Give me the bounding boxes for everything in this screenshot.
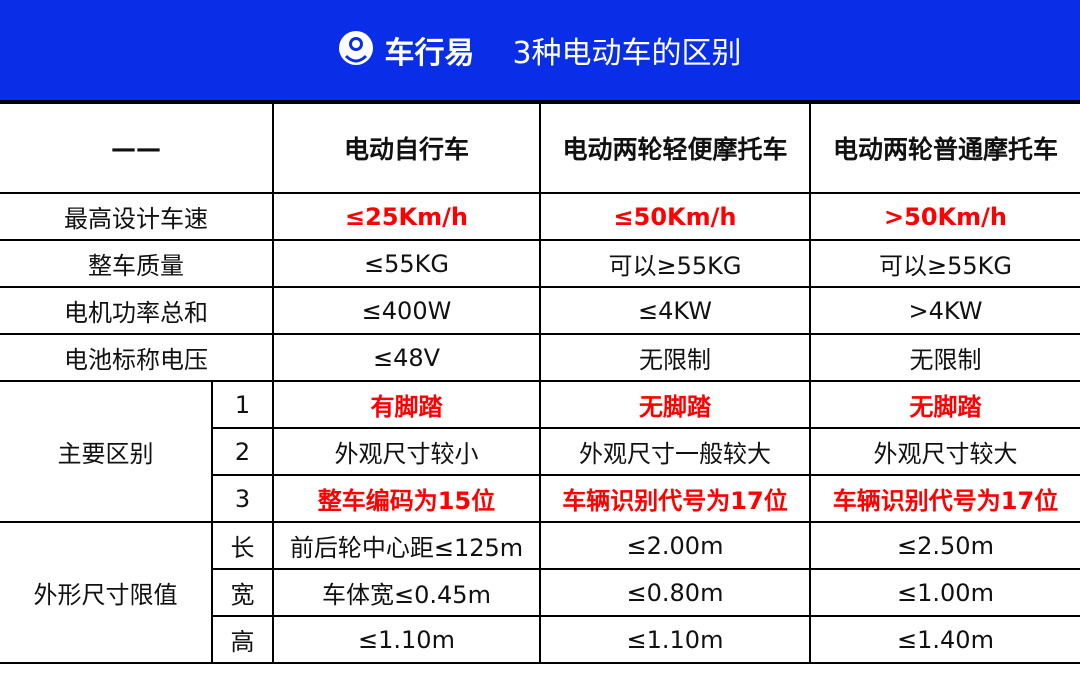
row-label: 电机功率总和	[0, 286, 274, 335]
table-row: 整车质量 ≤55KG 可以≥55KG 可以≥55KG	[0, 239, 1080, 288]
cell: ≤50Km/h	[539, 192, 811, 241]
cell: ≤1.10m	[539, 615, 811, 664]
header-cell: 电动两轮普通摩托车	[809, 102, 1080, 194]
cell: ≤2.50m	[809, 521, 1080, 570]
table-row: 最高设计车速 ≤25Km/h ≤50Km/h >50Km/h	[0, 192, 1080, 241]
sub-label: 长	[211, 521, 274, 570]
table-row: 宽 车体宽≤0.45m ≤0.80m ≤1.00m	[0, 568, 1080, 617]
comparison-table: —— 电动自行车 电动两轮轻便摩托车 电动两轮普通摩托车 最高设计车速 ≤25K…	[0, 102, 1080, 664]
cell: 有脚踏	[272, 380, 541, 429]
cell: 车辆识别代号为17位	[539, 474, 811, 523]
cell: ≤1.00m	[809, 568, 1080, 617]
chexingyi-logo-icon	[339, 31, 374, 65]
row-label: 最高设计车速	[0, 192, 274, 241]
cell: ≤55KG	[272, 239, 541, 288]
group-label: 主要区别	[0, 380, 213, 523]
sub-label: 3	[212, 474, 274, 523]
table-row: 外形尺寸限值 长 前后轮中心距≤125m ≤2.00m ≤2.50m	[0, 521, 1080, 664]
banner: 车行易 3种电动车的区别	[0, 0, 1080, 102]
cell: 外观尺寸一般较大	[539, 427, 811, 476]
header-cell: ——	[0, 102, 274, 194]
cell: 外观尺寸较大	[809, 427, 1080, 476]
row-label: 电池标称电压	[0, 333, 274, 382]
header-cell: 电动两轮轻便摩托车	[539, 102, 811, 194]
table-header-row: —— 电动自行车 电动两轮轻便摩托车 电动两轮普通摩托车	[0, 102, 1080, 194]
cell: ≤0.80m	[539, 568, 811, 617]
cell: 车体宽≤0.45m	[272, 568, 541, 617]
cell: >4KW	[809, 286, 1080, 335]
table-row: 电池标称电压 ≤48V 无限制 无限制	[0, 333, 1080, 382]
brand-name: 车行易	[384, 36, 475, 71]
table-row: 电机功率总和 ≤400W ≤4KW >4KW	[0, 286, 1080, 335]
cell: ≤25Km/h	[272, 192, 541, 241]
cell: 可以≥55KG	[809, 239, 1080, 288]
cell: 无脚踏	[809, 380, 1080, 429]
cell: 车辆识别代号为17位	[809, 474, 1080, 523]
table-row: 2 外观尺寸较小 外观尺寸一般较大 外观尺寸较大	[0, 427, 1080, 476]
sub-label: 2	[212, 427, 274, 476]
cell: >50Km/h	[809, 192, 1080, 241]
cell: ≤48V	[272, 333, 541, 382]
brand-logo: 车行易	[338, 28, 474, 72]
cell: ≤1.40m	[809, 615, 1080, 664]
cell: ≤1.10m	[272, 615, 541, 664]
cell: 前后轮中心距≤125m	[272, 521, 541, 570]
table-row: 主要区别 1 有脚踏 无脚踏 无脚踏	[0, 380, 1080, 523]
sub-label: 高	[212, 615, 274, 664]
table-row: 3 整车编码为15位 车辆识别代号为17位 车辆识别代号为17位	[0, 474, 1080, 523]
cell: 无脚踏	[539, 380, 811, 429]
group-label: 外形尺寸限值	[0, 521, 213, 664]
cell: ≤400W	[272, 286, 541, 335]
header-cell: 电动自行车	[272, 102, 541, 194]
cell: ≤4KW	[539, 286, 811, 335]
cell: 整车编码为15位	[272, 474, 541, 523]
sub-label: 宽	[212, 568, 274, 617]
sub-label: 1	[211, 380, 274, 429]
page-title: 3种电动车的区别	[512, 36, 742, 71]
cell: ≤2.00m	[539, 521, 811, 570]
cell: 无限制	[809, 333, 1080, 382]
cell: 可以≥55KG	[539, 239, 811, 288]
row-label: 整车质量	[0, 239, 274, 288]
table-row: 高 ≤1.10m ≤1.10m ≤1.40m	[0, 615, 1080, 664]
cell: 外观尺寸较小	[272, 427, 541, 476]
cell: 无限制	[539, 333, 811, 382]
